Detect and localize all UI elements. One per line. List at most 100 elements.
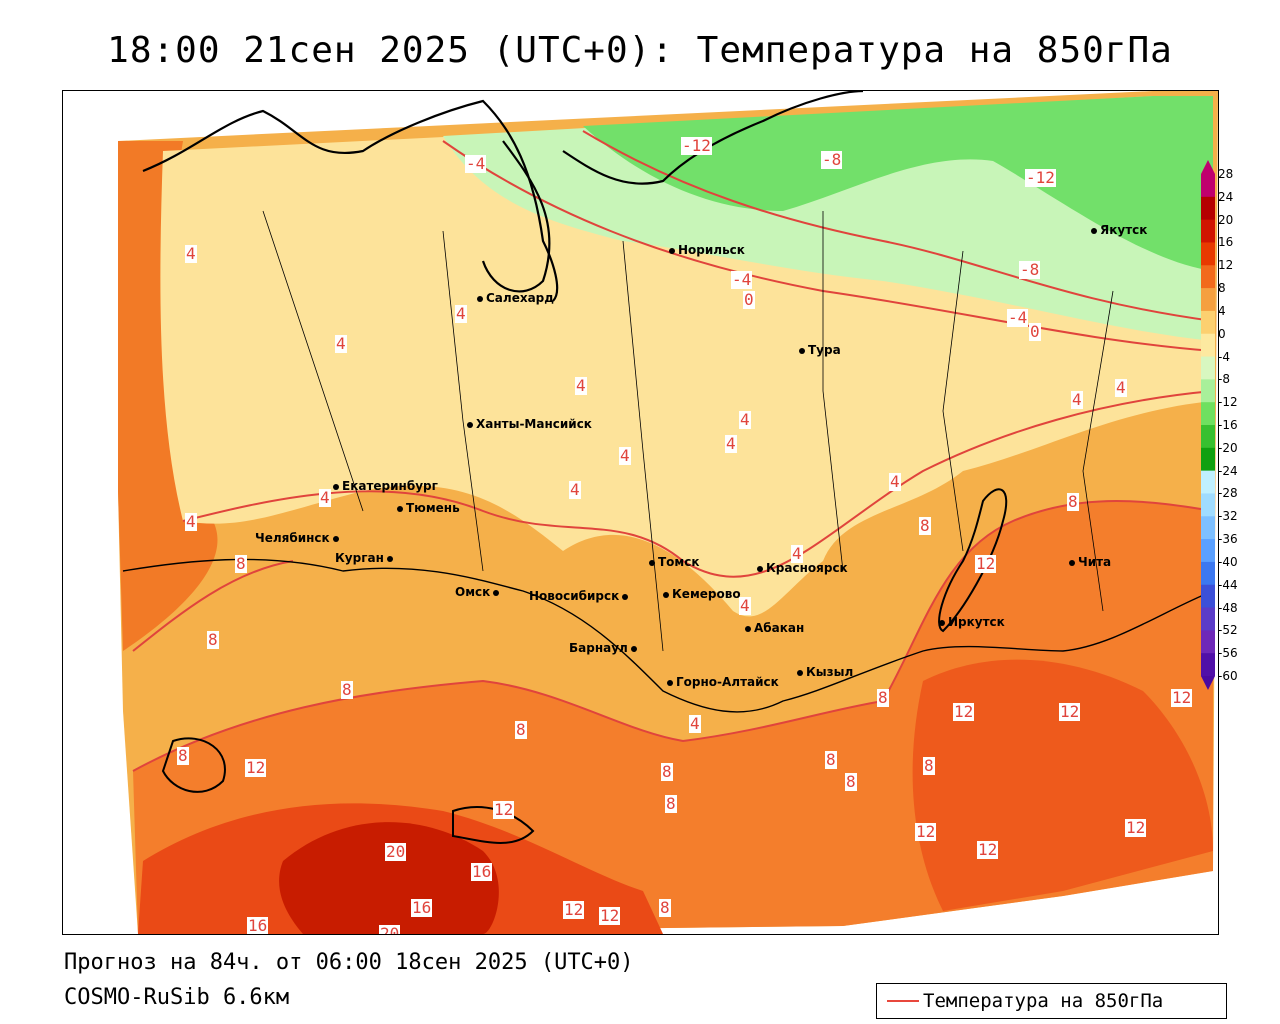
scale-swatch bbox=[1201, 356, 1215, 380]
isotherm-label: 4 bbox=[1071, 390, 1083, 409]
scale-tick-label: -44 bbox=[1218, 577, 1238, 592]
scale-tick-label: -52 bbox=[1218, 623, 1238, 638]
isotherm-label: 4 bbox=[185, 244, 197, 263]
isotherm-label: 4 bbox=[739, 410, 751, 429]
city-dot-icon bbox=[667, 679, 673, 686]
city-irkutsk: Иркутск bbox=[939, 615, 1005, 629]
map-panel: Норильск Якутск Салехард Тура Ханты-Манс… bbox=[62, 90, 1219, 935]
city-norilsk: Норильск bbox=[669, 243, 745, 257]
scale-tick-label: -28 bbox=[1218, 486, 1238, 501]
city-krasnoyarsk: Красноярск bbox=[757, 561, 848, 575]
isotherm-label: 8 bbox=[923, 756, 935, 775]
isotherm-label: 4 bbox=[619, 446, 631, 465]
isotherm-label: 8 bbox=[659, 898, 671, 917]
isotherm-label: 4 bbox=[185, 512, 197, 531]
city-dot-icon bbox=[467, 421, 473, 428]
city-dot-icon bbox=[797, 669, 803, 676]
isotherm-label: 8 bbox=[845, 772, 857, 791]
isotherm-label: 4 bbox=[689, 714, 701, 733]
isotherm-label: 4 bbox=[791, 544, 803, 563]
city-dot-icon bbox=[649, 559, 655, 566]
city-chita: Чита bbox=[1069, 555, 1111, 569]
scale-swatch bbox=[1201, 174, 1215, 198]
isotherm-label: 8 bbox=[877, 688, 889, 707]
scale-tick-label: 8 bbox=[1218, 281, 1226, 296]
scale-swatch bbox=[1201, 630, 1215, 654]
scale-tick-label: -24 bbox=[1218, 463, 1238, 478]
field-neg8-neg4 bbox=[583, 96, 1213, 271]
scale-tick-label: -12 bbox=[1218, 395, 1238, 410]
city-dot-icon bbox=[757, 565, 763, 572]
isotherm-label: 12 bbox=[1059, 702, 1081, 721]
city-dot-icon bbox=[332, 535, 339, 542]
city-dot-icon bbox=[622, 593, 629, 600]
city-dot-icon bbox=[1091, 227, 1097, 234]
isotherm-8 bbox=[132, 500, 1214, 772]
scale-tick-label: 0 bbox=[1218, 326, 1226, 341]
isotherm-label: 4 bbox=[575, 376, 587, 395]
balkhash-lake bbox=[452, 806, 535, 844]
color-scale-bar bbox=[1201, 160, 1215, 690]
scale-tick-label: -16 bbox=[1218, 418, 1238, 432]
city-kyzyl: Кызыл bbox=[797, 665, 853, 679]
model-info: COSMO-RuSib 6.6км bbox=[64, 985, 290, 1010]
city-dot-icon bbox=[669, 247, 675, 254]
scale-swatch bbox=[1201, 561, 1215, 586]
scale-tick-label: 12 bbox=[1218, 258, 1234, 273]
isotherm-label: 12 bbox=[245, 758, 267, 777]
scale-swatch bbox=[1201, 219, 1215, 243]
scale-tick-label: -48 bbox=[1218, 600, 1238, 615]
city-dot-icon bbox=[1069, 559, 1075, 566]
city-tyumen: Тюмень bbox=[397, 501, 460, 515]
isotherm-label: 8 bbox=[665, 794, 677, 813]
isotherm-4 bbox=[182, 390, 1214, 578]
isotherm-label: -4 bbox=[465, 154, 487, 173]
forecast-info: Прогноз на 84ч. от 06:00 18сен 2025 (UTC… bbox=[64, 950, 634, 975]
scale-tick-label: -36 bbox=[1218, 532, 1238, 547]
legend: Температура на 850гПа bbox=[876, 983, 1227, 1019]
scale-swatch bbox=[1201, 447, 1215, 472]
scale-swatch bbox=[1201, 425, 1215, 449]
scale-swatch bbox=[1201, 333, 1215, 358]
scale-swatch bbox=[1201, 379, 1215, 403]
scale-tick-label: 16 bbox=[1218, 235, 1234, 250]
isotherm-label: 4 bbox=[335, 334, 347, 353]
isotherm-label: 8 bbox=[207, 630, 219, 649]
city-dot-icon bbox=[663, 591, 669, 598]
scale-tick-label: 4 bbox=[1218, 303, 1226, 318]
city-yakutsk: Якутск bbox=[1091, 223, 1147, 237]
city-omsk: Омск bbox=[455, 585, 502, 599]
isotherm-label: 4 bbox=[739, 596, 751, 615]
isotherm-label: 16 bbox=[247, 916, 269, 935]
isotherm-label: 12 bbox=[977, 840, 999, 859]
scale-tick-label: -4 bbox=[1218, 349, 1230, 364]
isotherm-label: 12 bbox=[1171, 688, 1193, 707]
isotherm-label: 4 bbox=[455, 304, 467, 323]
isotherm-label: 8 bbox=[919, 516, 931, 535]
isotherm-label: 12 bbox=[975, 554, 997, 573]
scale-tick-label: 20 bbox=[1218, 212, 1234, 227]
city-dot-icon bbox=[493, 589, 500, 596]
city-barnaul: Барнаул bbox=[569, 641, 640, 655]
scale-swatch bbox=[1201, 288, 1215, 312]
isotherm-label: 12 bbox=[1125, 818, 1147, 837]
city-dot-icon bbox=[745, 625, 751, 632]
isotherm-label: 4 bbox=[569, 480, 581, 499]
scale-swatch bbox=[1201, 265, 1215, 289]
city-khanty-mansiysk: Ханты-Мансийск bbox=[467, 417, 592, 431]
scale-tick-label: -20 bbox=[1218, 440, 1238, 455]
legend-line-icon bbox=[887, 1000, 919, 1002]
isotherm-label: 20 bbox=[379, 925, 401, 934]
scale-tick-label: 28 bbox=[1218, 167, 1234, 181]
scale-swatch bbox=[1201, 196, 1215, 221]
scale-tick-label: -60 bbox=[1218, 669, 1238, 683]
isotherm-label: 12 bbox=[493, 800, 515, 819]
city-abakan: Абакан bbox=[745, 621, 804, 635]
city-tura: Тура bbox=[799, 343, 841, 357]
scale-tick-label: 24 bbox=[1218, 189, 1234, 204]
city-kurgan: Курган bbox=[335, 551, 396, 565]
scale-swatch bbox=[1201, 242, 1215, 266]
isotherm-neg4 bbox=[582, 130, 1214, 322]
scale-swatch bbox=[1201, 653, 1215, 677]
isotherm-label: 0 bbox=[743, 290, 755, 309]
